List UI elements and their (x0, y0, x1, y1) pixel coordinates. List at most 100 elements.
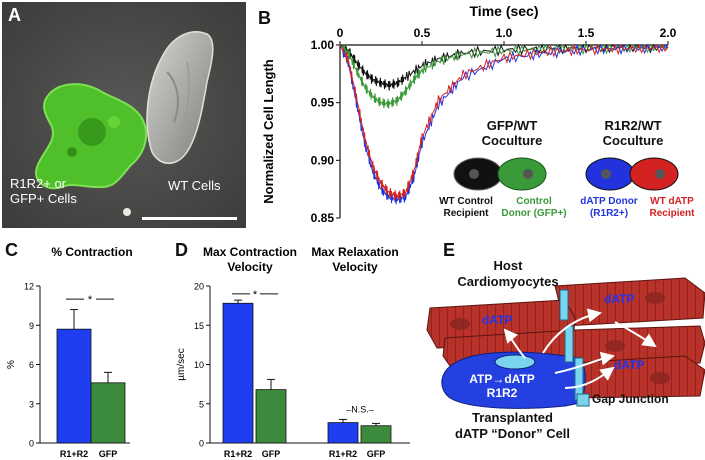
bar (360, 425, 392, 444)
host-label-line1: Host (493, 258, 523, 273)
wt-cell-shape (146, 31, 214, 164)
legend-datp-donor-line2: (R1R2+) (589, 208, 629, 219)
bar (56, 328, 92, 444)
legend-r1r2-title-line2: Coculture (602, 133, 664, 148)
legend-r1r2-title: R1R2/WT Coculture (588, 118, 678, 148)
legend-wt-datp-line1: WT dATP (650, 196, 694, 207)
bar-category-label: GFP (262, 449, 281, 459)
datp-label-3: dATP (614, 358, 645, 372)
datp-label-2: dATP (482, 313, 513, 327)
legend-control-donor-line2: Donor (GFP+) (501, 208, 567, 219)
legend-control-donor-line1: Control (516, 196, 552, 207)
bar-y-label: µm/sec (176, 348, 187, 380)
chart-d-title-1: Velocity (227, 260, 273, 274)
cell-label-left-line2: GFP+ Cells (10, 191, 77, 206)
panel-label-b: B (258, 8, 271, 28)
legend-wt-control: WT Control Recipient (432, 196, 500, 220)
reaction-label-line1: ATP→dATP (469, 372, 535, 386)
datp-arrow-1 (542, 308, 602, 354)
donor-nucleus (494, 354, 536, 370)
legend-cell-icons (453, 157, 679, 191)
bar (327, 422, 359, 444)
chart-b-x-tick-label: 2.0 (660, 26, 677, 40)
chart-b-series-line (339, 43, 669, 201)
chart-c-sig-label: * (88, 294, 93, 306)
panel-b-chart: Time (sec) 0 0.5 1.0 1.5 2.0 1.00 0.95 0.90 0.85 N… (261, 3, 677, 225)
cell-label-left: R1R2+ or GFP+ Cells (10, 176, 77, 206)
bar-y-tick-label: 15 (194, 321, 204, 331)
legend-wt-control-line2: Recipient (443, 208, 489, 219)
bar-category-label: GFP (99, 449, 118, 459)
datp-arrow-4 (564, 366, 615, 389)
bar-y-tick-label: 10 (194, 360, 204, 370)
chart-b-x-tick-label: 0.5 (414, 26, 431, 40)
panel-c-chart: % Contraction 0 3 6 9 12% R1+R2 GFP * (6, 245, 133, 459)
bar-category-label: R1+R2 (60, 449, 88, 459)
chart-c-title: % Contraction (51, 245, 132, 259)
legend-gfp-title: GFP/WT Coculture (472, 118, 552, 148)
micrograph-image (2, 2, 246, 228)
chart-d-title-1: Max Contraction (203, 245, 297, 259)
datp-label-1: dATP (604, 292, 635, 306)
bar-y-tick-label: 0 (199, 439, 204, 449)
panel-e-diagram (426, 277, 705, 409)
chart-b-x-tick-label: 1.0 (496, 26, 513, 40)
chart-b-y-label: Normalized Cell Length (261, 59, 276, 204)
bar-category-label: GFP (367, 449, 386, 459)
cell-label-right: WT Cells (168, 178, 221, 193)
bar (222, 302, 254, 444)
legend-datp-donor-line1: dATP Donor (580, 196, 638, 207)
bar-y-tick-label: 5 (199, 399, 204, 409)
chart-d-title-2: Velocity (332, 260, 378, 274)
bar-y-tick-label: 6 (29, 360, 34, 370)
bar-y-tick-label: 9 (29, 321, 34, 331)
bar-y-tick-label: 12 (24, 282, 34, 292)
datp-arrow-3 (554, 351, 615, 374)
panel-label-d: D (175, 240, 188, 260)
gap-junction-legend-square (576, 393, 590, 407)
panel-label-a: A (8, 5, 21, 25)
bar (255, 389, 287, 444)
donor-label: Transplanted dATP “Donor” Cell (450, 410, 575, 442)
bar-y-label: % (6, 360, 17, 369)
chart-b-y-tick-label: 0.90 (311, 153, 335, 167)
cell-label-left-line1: R1R2+ or (10, 176, 66, 191)
chart-b-x-tick-label: 1.5 (578, 26, 595, 40)
panel-a-micrograph (2, 2, 246, 228)
chart-b-y-tick-label: 0.85 (311, 211, 335, 225)
panel-label-e: E (443, 240, 456, 260)
legend-gfp-title-line2: Coculture (481, 133, 543, 148)
wt-datp-cell-icon (629, 157, 679, 191)
chart-d-title-2: Max Relaxation (311, 245, 398, 259)
bar-y-tick-label: 20 (194, 282, 204, 292)
panel-label-c: C (5, 240, 18, 260)
reaction-label-line2: R1R2 (486, 386, 518, 400)
legend-r1r2-title-line1: R1R2/WT (604, 118, 662, 133)
bar-category-label: R1+R2 (224, 449, 252, 459)
host-label: Host Cardiomyocytes (448, 258, 568, 290)
bar-y-tick-label: 3 (29, 399, 34, 409)
bar-category-label: R1+R2 (329, 449, 357, 459)
chart-b-series-line (339, 43, 669, 91)
legend-wt-control-line1: WT Control (439, 196, 493, 207)
gap-junction-2 (564, 325, 574, 363)
legend-control-donor: Control Donor (GFP+) (498, 196, 570, 220)
bar-y-tick-label: 0 (29, 439, 34, 449)
legend-wt-datp: WT dATP Recipient (642, 196, 702, 220)
chart-b-y-tick-label: 0.95 (311, 96, 335, 110)
datp-arrow-2 (503, 328, 526, 359)
donor-label-line2: dATP “Donor” Cell (454, 426, 571, 441)
chart-d-sig-label: * (253, 289, 258, 301)
legend-gfp-title-line1: GFP/WT (486, 118, 538, 133)
chart-d-ns-label: –N.S.– (346, 404, 374, 414)
legend-wt-datp-line2: Recipient (649, 208, 695, 219)
donor-label-line1: Transplanted (472, 410, 553, 425)
legend-datp-donor: dATP Donor (R1R2+) (574, 196, 644, 220)
gap-junction-label: Gap Junction (592, 392, 669, 406)
bar (90, 382, 126, 444)
control-donor-cell-icon (497, 157, 547, 191)
scale-bar (142, 217, 237, 220)
host-label-line2: Cardiomyocytes (457, 274, 559, 289)
gap-junction-1 (559, 289, 569, 321)
